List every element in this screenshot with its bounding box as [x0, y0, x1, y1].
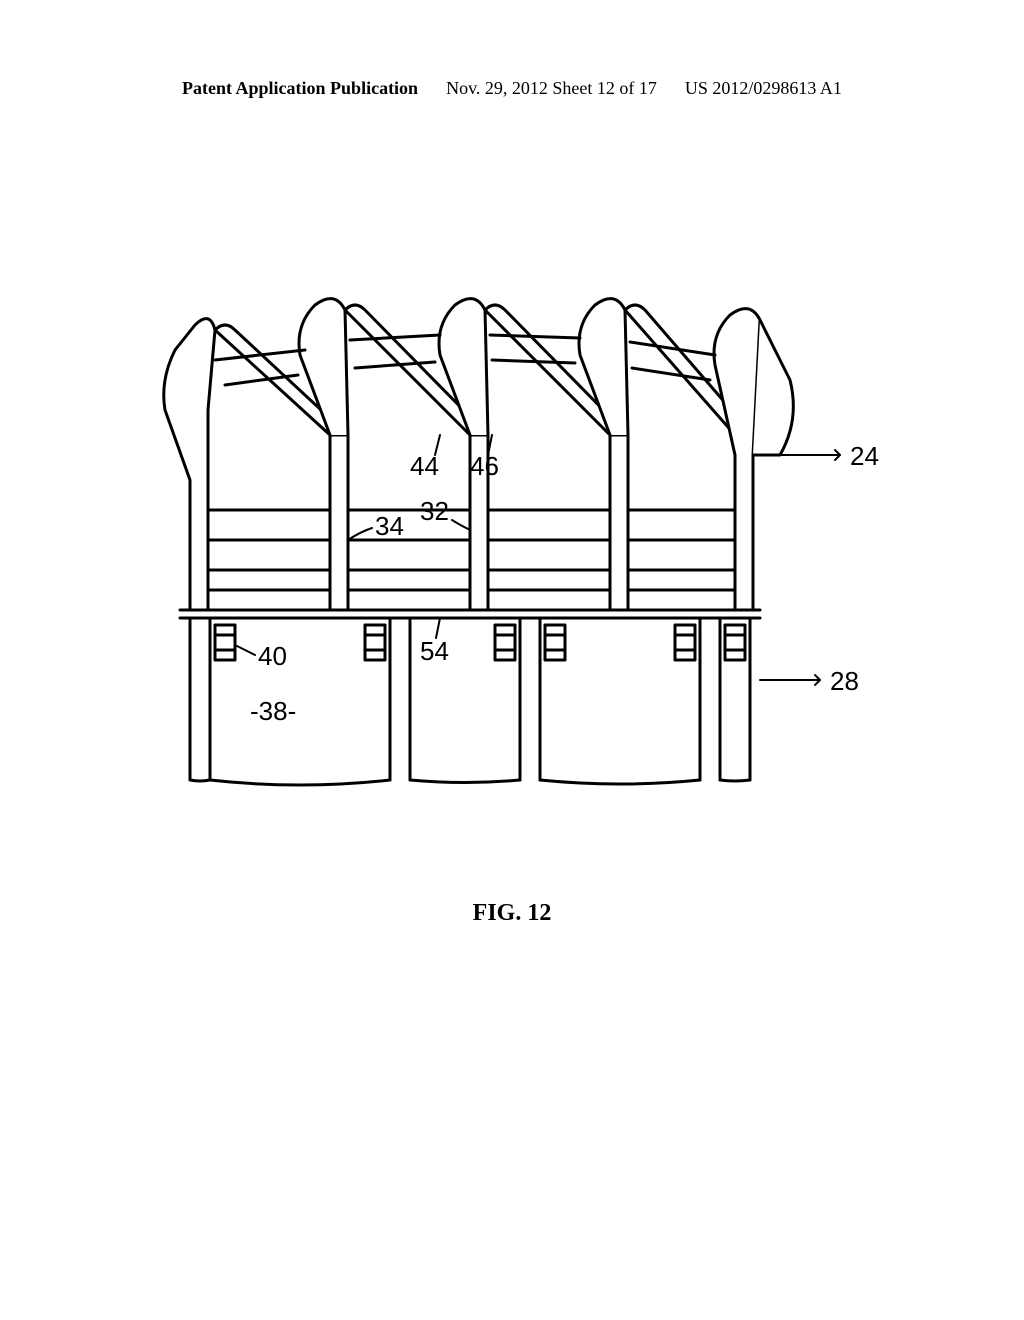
- ref-label-40: 40: [258, 641, 287, 671]
- ref-label-44: 44: [410, 451, 439, 481]
- ref-label-54: 54: [420, 636, 449, 666]
- ref-label-32: 32: [420, 496, 449, 526]
- ref-label-34: 34: [375, 511, 404, 541]
- ref-label-38: -38-: [250, 696, 296, 726]
- ref-label-46: 46: [470, 451, 499, 481]
- figure-caption: FIG. 12: [0, 900, 1024, 927]
- header-publication-number: US 2012/0298613 A1: [685, 78, 842, 99]
- header-date-sheet: Nov. 29, 2012 Sheet 12 of 17: [446, 78, 657, 99]
- patent-figure: 24 28 32 34 -38- 40 44 46 54: [140, 280, 900, 840]
- header-publication: Patent Application Publication: [182, 78, 418, 99]
- ref-label-28: 28: [830, 666, 859, 696]
- ref-label-24: 24: [850, 441, 879, 471]
